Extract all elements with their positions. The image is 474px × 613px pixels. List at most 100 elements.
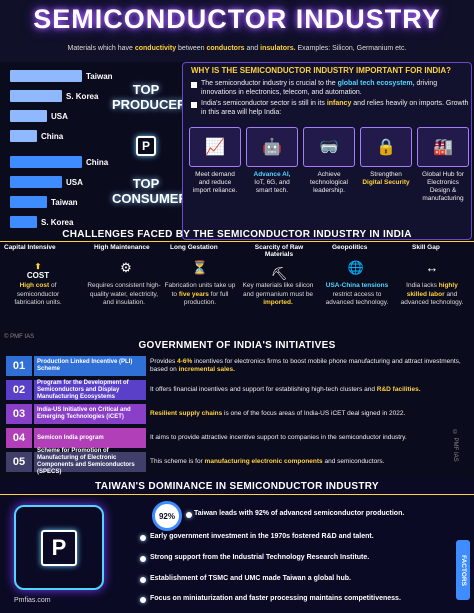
govt-name: Program for the Development of Semicondu…: [34, 380, 146, 400]
why-bullet-1: The semiconductor industry is crucial to…: [201, 80, 438, 96]
producer-bar: [10, 70, 82, 82]
bullet-dot-icon: [140, 556, 146, 562]
govt-desc: Provides 4-6% incentives for electronics…: [150, 358, 461, 373]
producer-bar: [10, 130, 37, 142]
cost-icon: ⬆ COST: [26, 262, 50, 280]
govt-name: Semicon India program: [34, 428, 146, 448]
page-subtitle: Materials which have conductivity betwee…: [67, 45, 407, 52]
govt-desc: Resilient supply chains is one of the fo…: [150, 410, 406, 417]
consumer-title: TOP CONSUMER: [112, 176, 188, 206]
hourglass-icon: ⏳: [191, 260, 209, 275]
govt-num: 05: [6, 452, 32, 472]
gear-icon: ⚙: [120, 260, 132, 275]
why-card-caption-2: Advance AI, IoT, 6G, and smart tech.: [253, 171, 291, 194]
challenge-head-6: Skill Gap: [412, 244, 440, 251]
govt-desc: This scheme is for manufacturing electro…: [150, 458, 385, 465]
challenges-divider: [0, 241, 474, 242]
govt-row-1: 01 Production Linked Incentive (PLI) Sch…: [6, 356, 468, 376]
taiwan-divider: [0, 494, 474, 495]
vr-headset-icon: 🥽: [303, 127, 355, 167]
producer-label: S. Korea: [66, 92, 99, 101]
side-watermark: © PMF IAS: [452, 430, 458, 462]
factory-arm-icon: 🏭: [417, 127, 469, 167]
globe-icon: 🌐: [347, 260, 365, 275]
watermark: © PMF IAS: [4, 334, 35, 340]
pmf-logo-icon: P: [41, 529, 77, 566]
challenge-text-1: High cost of semiconductor fabrication u…: [14, 282, 62, 306]
consumer-bar: [10, 196, 47, 208]
producer-label: China: [41, 132, 64, 141]
why-bullet-2: India's semiconductor sector is still in…: [201, 100, 469, 116]
consumer-bar: [10, 176, 62, 188]
bullet-dot-icon: [186, 512, 192, 518]
page-title: SEMICONDUCTOR INDUSTRY: [33, 4, 441, 34]
govt-num: 02: [6, 380, 32, 400]
taiwan-heading: TAIWAN'S DOMINANCE IN SEMICONDUCTOR INDU…: [95, 481, 379, 492]
consumer-bar: [10, 216, 37, 228]
producer-title: TOP PRODUCER: [112, 82, 187, 112]
govt-desc: It aims to provide attractive incentive …: [150, 434, 407, 441]
challenge-text-6: India lacks highly skilled labor and adv…: [400, 282, 464, 306]
why-card-caption-5: Global Hub for Electronics Design & manufac…: [422, 171, 464, 202]
site-label: Pmfias.com: [14, 597, 51, 604]
consumer-label: S. Korea: [41, 218, 74, 227]
chart-growth-icon: 📈: [189, 127, 241, 167]
taiwan-factor-2: Early government investment in the 1970s…: [150, 533, 374, 540]
taiwan-factor-5: Focus on miniaturization and faster proc…: [150, 595, 401, 602]
producer-bar: [10, 90, 62, 102]
govt-row-2: 02 Program for the Development of Semico…: [6, 380, 468, 400]
consumer-label: Taiwan: [51, 198, 78, 207]
govt-heading: GOVERNMENT OF INDIA'S INITIATIVES: [138, 340, 336, 351]
bullet-dot-icon: [140, 535, 146, 541]
taiwan-factor-4: Establishment of TSMC and UMC made Taiwa…: [150, 575, 351, 582]
bullet-dot-icon: [140, 597, 146, 603]
govt-name: Production Linked Incentive (PLI) Scheme: [34, 356, 146, 376]
challenge-head-3: Long Gestation: [170, 244, 218, 251]
govt-desc: It offers financial incentives and suppo…: [150, 386, 421, 393]
consumer-label: USA: [66, 178, 83, 187]
govt-num: 04: [6, 428, 32, 448]
consumer-label: China: [86, 158, 109, 167]
challenge-text-2: Requires consistent high-quality water, …: [87, 282, 161, 306]
govt-name: India-US Initiative on Critical and Emer…: [34, 404, 146, 424]
why-important-panel: WHY IS THE SEMICONDUCTOR INDUSTRY IMPORT…: [182, 62, 472, 240]
ai-chip-icon: 🤖: [246, 127, 298, 167]
challenge-text-4: Key materials like silicon and germanium…: [242, 282, 314, 306]
challenge-head-1: Capital Intensive: [4, 244, 56, 251]
skill-gap-icon: ↔: [425, 260, 439, 275]
header-band: [0, 0, 474, 62]
challenge-head-2: High Maintenance: [94, 244, 150, 251]
challenge-text-3: Fabrication units take up to five years …: [164, 282, 236, 306]
bullet-square-icon: [191, 82, 197, 88]
taiwan-factor-1: Taiwan leads with 92% of advanced semico…: [194, 510, 405, 517]
challenges-heading: CHALLENGES FACED BY THE SEMICONDUCTOR IN…: [62, 229, 412, 240]
factors-tab: FACTORS: [456, 540, 470, 600]
govt-row-4: 04 Semicon India program It aims to prov…: [6, 428, 468, 448]
govt-row-3: 03 India-US Initiative on Critical and E…: [6, 404, 468, 424]
lock-icon: 🔒: [360, 127, 412, 167]
bullet-dot-icon: [140, 577, 146, 583]
consumer-bar: [10, 156, 82, 168]
producer-label: Taiwan: [86, 72, 113, 81]
producer-label: USA: [51, 112, 68, 121]
challenge-head-5: Geopolitics: [332, 244, 368, 251]
producer-consumer-panel: Taiwan S. Korea USA China TOP PRODUCER P Chi…: [2, 64, 188, 240]
challenge-text-5: USA-China tensions restrict access to ad…: [325, 282, 389, 306]
pmf-logo-icon: P: [136, 136, 156, 156]
why-card-caption-1: Meet demand and reduce import reliance.: [192, 171, 238, 194]
taiwan-factor-3: Strong support from the Industrial Techn…: [150, 554, 370, 561]
challenge-head-4: Scarcity of Raw Materials: [254, 244, 304, 258]
producer-bar: [10, 110, 47, 122]
govt-name: Scheme for Promotion of Manufacturing of…: [34, 448, 146, 475]
percent-badge: 92%: [152, 501, 182, 531]
govt-num: 01: [6, 356, 32, 376]
why-card-caption-3: Achieve technological leadership.: [310, 171, 348, 194]
taiwan-section: [0, 478, 474, 613]
bullet-square-icon: [191, 102, 197, 108]
why-heading: WHY IS THE SEMICONDUCTOR INDUSTRY IMPORT…: [191, 66, 452, 75]
raw-material-icon: ⛏: [270, 266, 288, 281]
chip-icon: P: [14, 505, 104, 590]
govt-row-5: 05 Scheme for Promotion of Manufacturing…: [6, 448, 468, 475]
why-card-caption-4: Strengthen Digital Security: [362, 171, 410, 186]
govt-num: 03: [6, 404, 32, 424]
